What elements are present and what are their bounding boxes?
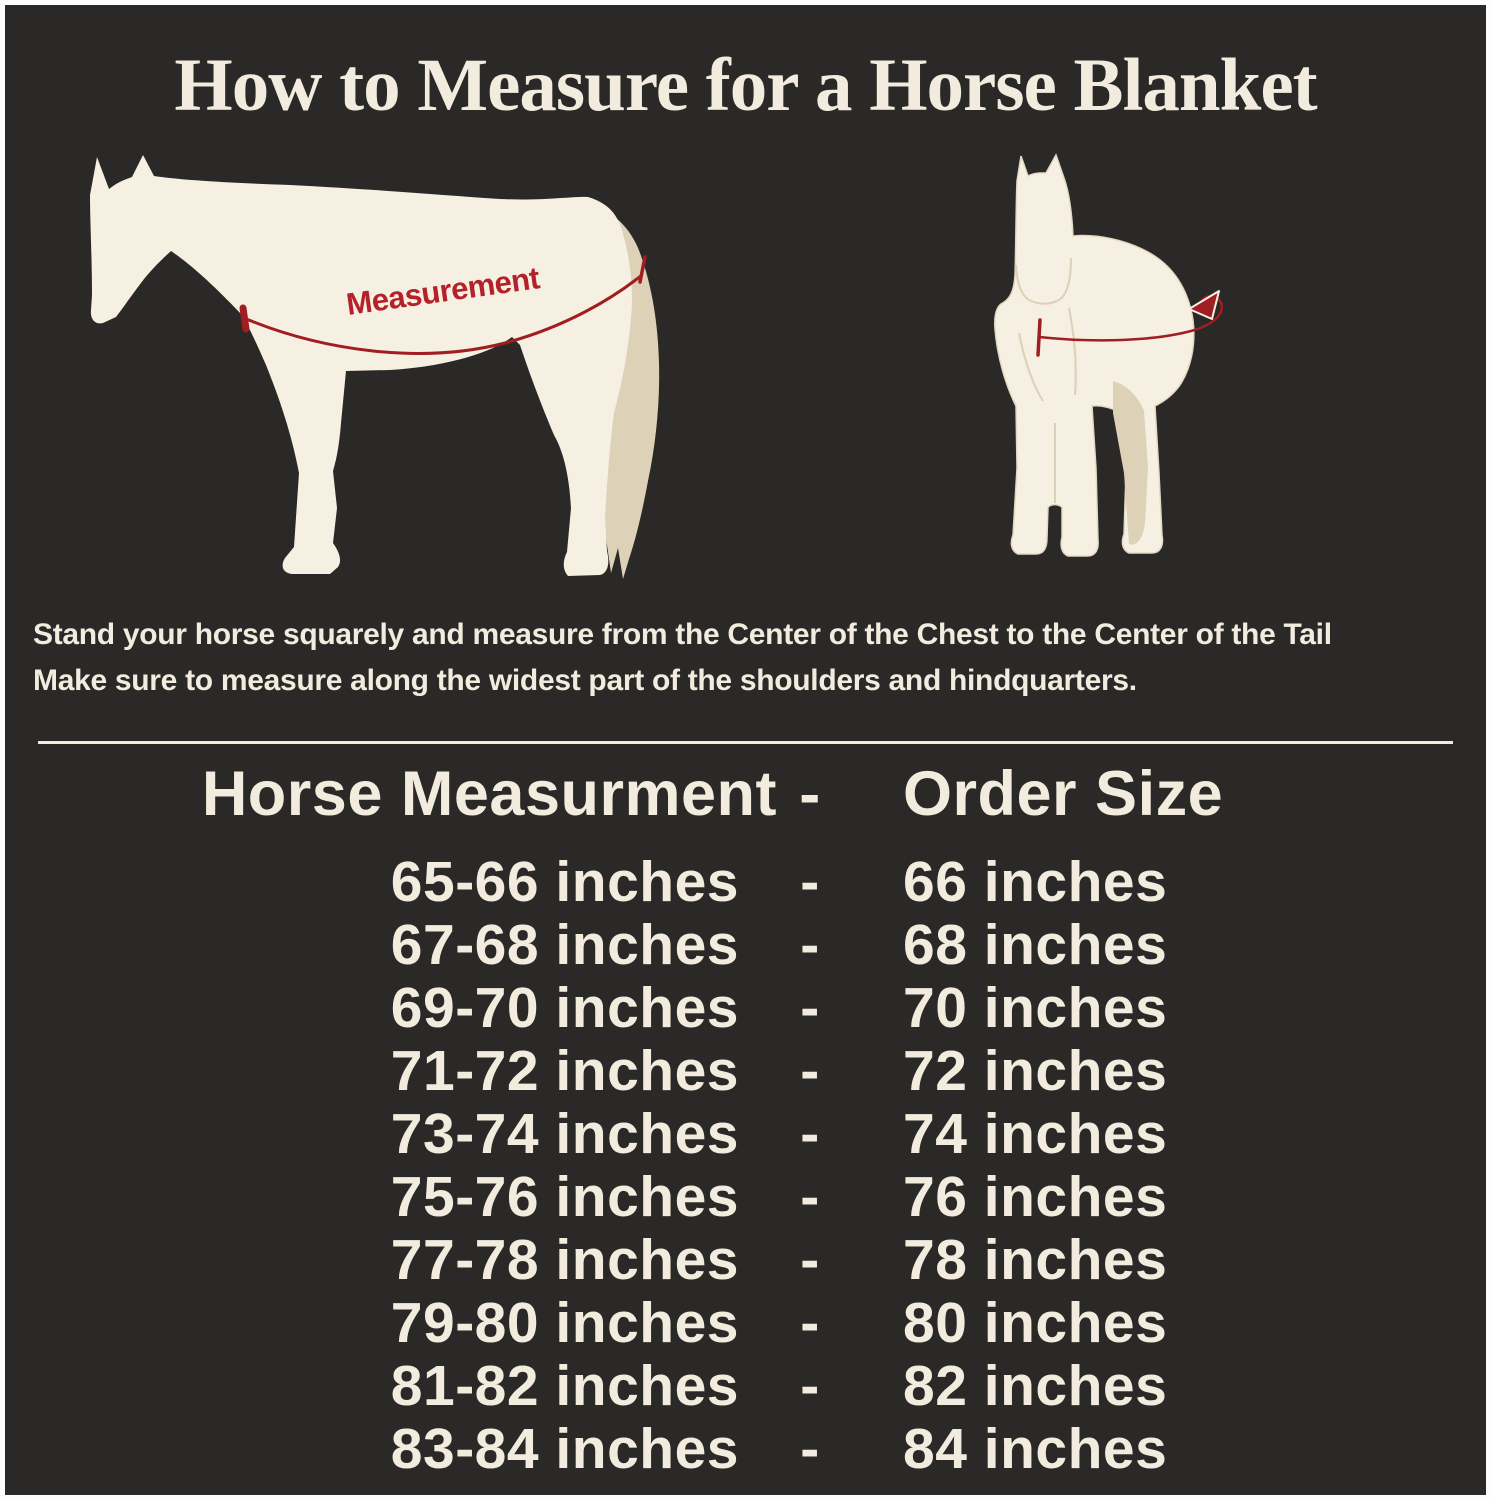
row-measurement: 83-84 inches <box>390 1417 739 1481</box>
row-measurement: 69-70 inches <box>390 976 739 1040</box>
row-order: 78 inches <box>903 1228 1168 1292</box>
page-title: How to Measure for a Horse Blanket <box>174 44 1317 127</box>
row-separator: - <box>800 1417 820 1481</box>
table-row: 77-78 inches - 78 inches <box>5 1229 1486 1292</box>
row-measurement: 73-74 inches <box>390 1102 739 1166</box>
row-order: 68 inches <box>903 913 1168 977</box>
size-chart-header: Horse Measurment - Order Size <box>5 757 1486 831</box>
row-separator: - <box>800 1228 820 1292</box>
horse-chest-crease-left <box>1018 332 1044 402</box>
row-separator: - <box>800 913 820 977</box>
row-measurement: 71-72 inches <box>390 1039 739 1103</box>
row-order: 72 inches <box>903 1039 1168 1103</box>
instruction-line-2: Make sure to measure along the widest pa… <box>33 664 1137 697</box>
row-order: 82 inches <box>903 1354 1168 1418</box>
row-order: 80 inches <box>903 1291 1168 1355</box>
row-separator: - <box>800 1354 820 1418</box>
row-order: 76 inches <box>903 1165 1168 1229</box>
horse-hind-leg-shadow <box>1113 381 1148 545</box>
row-measurement: 81-82 inches <box>390 1354 739 1418</box>
row-order: 70 inches <box>903 976 1168 1040</box>
row-separator: - <box>800 976 820 1040</box>
row-order: 74 inches <box>903 1102 1168 1166</box>
row-order: 84 inches <box>903 1417 1168 1481</box>
table-row: 73-74 inches - 74 inches <box>5 1103 1486 1166</box>
row-measurement: 77-78 inches <box>390 1228 739 1292</box>
table-row: 67-68 inches - 68 inches <box>5 914 1486 977</box>
horse-chest-crease-right <box>1068 307 1077 396</box>
instructions: Stand your horse squarely and measure fr… <box>33 612 1462 704</box>
row-measurement: 67-68 inches <box>390 913 739 977</box>
table-row: 83-84 inches - 84 inches <box>5 1418 1486 1481</box>
measurement-end-tick <box>638 255 647 284</box>
table-row: 69-70 inches - 70 inches <box>5 977 1486 1040</box>
measurement-column-header: Horse Measurment <box>201 759 777 829</box>
size-chart-rows: 65-66 inches - 66 inches 67-68 inches - … <box>5 851 1486 1481</box>
table-row: 75-76 inches - 76 inches <box>5 1166 1486 1229</box>
table-row: 79-80 inches - 80 inches <box>5 1292 1486 1355</box>
horse-body <box>90 155 632 576</box>
side-horse-illustration: Measurement <box>90 155 660 579</box>
front-horse-illustration <box>994 153 1223 557</box>
measurement-line <box>243 273 643 355</box>
row-measurement: 79-80 inches <box>390 1291 739 1355</box>
table-row: 71-72 inches - 72 inches <box>5 1040 1486 1103</box>
row-measurement: 75-76 inches <box>390 1165 739 1229</box>
row-separator: - <box>800 1102 820 1166</box>
instruction-line-1: Stand your horse squarely and measure fr… <box>33 618 1332 651</box>
row-separator: - <box>800 1039 820 1103</box>
header-separator: - <box>799 759 821 829</box>
row-separator: - <box>800 1291 820 1355</box>
size-chart: Horse Measurment - Order Size 65-66 inch… <box>5 757 1486 1481</box>
table-row: 81-82 inches - 82 inches <box>5 1355 1486 1418</box>
horse-tail <box>596 207 660 579</box>
row-separator: - <box>800 850 820 914</box>
table-row: 65-66 inches - 66 inches <box>5 851 1486 914</box>
divider-line <box>38 741 1453 744</box>
row-order: 66 inches <box>903 850 1168 914</box>
row-measurement: 65-66 inches <box>390 850 739 914</box>
horse-head-outline <box>1015 257 1072 305</box>
row-separator: - <box>800 1165 820 1229</box>
order-column-header: Order Size <box>903 759 1224 829</box>
rotation-arrow-icon <box>1188 290 1220 320</box>
